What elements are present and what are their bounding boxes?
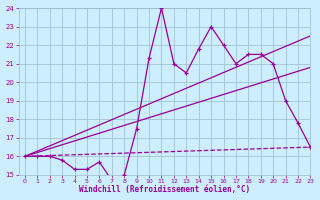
X-axis label: Windchill (Refroidissement éolien,°C): Windchill (Refroidissement éolien,°C) — [79, 185, 250, 194]
